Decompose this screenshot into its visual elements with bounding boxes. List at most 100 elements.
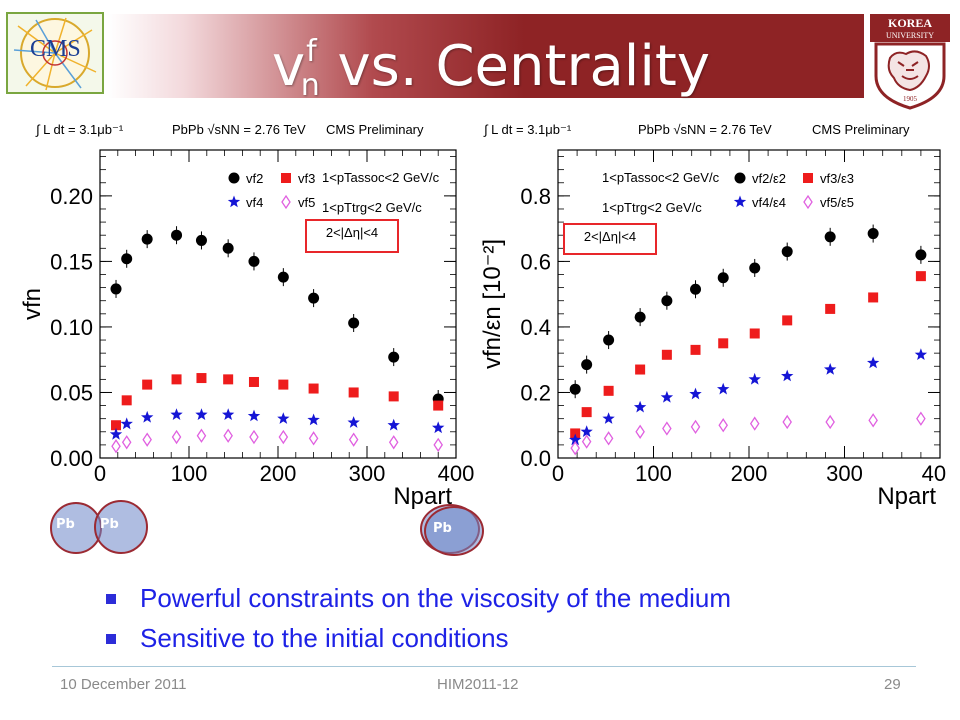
data-point: [308, 383, 319, 394]
y-tick-label: 0.10: [50, 315, 93, 340]
bullet-item: Sensitive to the initial conditions: [100, 618, 900, 658]
data-point: [109, 427, 123, 440]
eta-gap-box: [563, 223, 657, 255]
legend-marker: [803, 173, 813, 183]
data-point: [141, 410, 154, 423]
data-point: [171, 429, 182, 445]
data-point: [690, 344, 701, 355]
data-point: [749, 328, 760, 339]
x-tick-label: 400: [438, 461, 474, 486]
pb-label-middle: Pb: [100, 517, 119, 532]
y-tick-label: 0.15: [50, 249, 93, 274]
bullet-item: Powerful constraints on the viscosity of…: [100, 578, 900, 618]
data-point: [717, 272, 729, 284]
data-point: [223, 428, 233, 443]
series-circle: [110, 226, 444, 409]
series-diamond: [570, 411, 926, 456]
data-point: [171, 229, 183, 241]
legend-marker: [733, 195, 747, 208]
central-nucleus-b: [424, 506, 484, 556]
data-point: [247, 409, 261, 422]
plot-frame: [557, 149, 941, 459]
eta-gap-label: 2<|Δη|<4: [326, 225, 378, 240]
legend-label: vf4: [246, 195, 263, 210]
x-tick-label: 0: [94, 461, 106, 486]
data-point: [570, 428, 581, 439]
legend-marker: [281, 173, 291, 183]
series-square: [111, 373, 444, 431]
svg-text:1905: 1905: [903, 95, 918, 103]
data-point: [603, 385, 614, 396]
data-point: [387, 418, 400, 431]
series-star: [109, 408, 445, 440]
data-point: [581, 407, 592, 418]
legend-label: vf5: [298, 195, 315, 210]
data-point: [249, 429, 259, 445]
data-point: [195, 234, 207, 246]
data-point: [196, 373, 207, 384]
legend-label: vf2/ε2: [752, 171, 786, 186]
footer-divider: [52, 666, 916, 667]
data-point: [916, 411, 926, 426]
y-tick-label: 0.05: [50, 380, 93, 405]
pb-label-right: Pb: [433, 521, 452, 536]
x-tick-label: 300: [826, 461, 863, 486]
data-point: [388, 351, 400, 363]
collision-system-label: PbPb √sNN = 2.76 TeV: [638, 122, 772, 137]
data-point: [748, 372, 761, 385]
data-point: [308, 292, 320, 304]
data-point: [633, 400, 647, 413]
data-point: [825, 414, 835, 430]
cut-trigger-label: 1<pTtrg<2 GeV/c: [322, 200, 422, 215]
data-point: [867, 356, 880, 369]
data-point: [121, 395, 132, 406]
data-point: [634, 311, 646, 323]
data-point: [110, 283, 122, 295]
data-point: [170, 408, 183, 420]
data-point: [142, 379, 153, 390]
y-tick-label: 0.00: [50, 446, 93, 471]
vn-vs-npart-plot: ∫ L dt = 3.1μb⁻¹ PbPb √sNN = 2.76 TeV CMS …: [22, 122, 474, 510]
cut-assoc-label: 1<pTassoc<2 GeV/c: [322, 170, 440, 185]
slide-title: vfn vs. Centrality: [272, 34, 710, 103]
data-point: [915, 271, 926, 282]
footer-conference: HIM2011-12: [437, 676, 519, 693]
data-point: [432, 421, 445, 434]
pb-label-left: Pb: [56, 517, 75, 532]
data-point: [690, 283, 702, 295]
data-point: [121, 435, 132, 450]
lumi-label: ∫ L dt = 3.1μb⁻¹: [35, 122, 124, 137]
cms-logo: CMS: [6, 12, 104, 94]
data-point: [121, 253, 133, 265]
data-point: [277, 412, 290, 424]
x-tick-label: 200: [731, 461, 768, 486]
legend-label: vf3: [298, 171, 315, 186]
data-point: [603, 431, 614, 446]
cut-trigger-label: 1<pTtrg<2 GeV/c: [602, 200, 702, 215]
data-point: [635, 424, 645, 439]
korea-university-logo: KOREA UNIVERSITY 1905: [870, 14, 950, 110]
data-point: [278, 379, 289, 390]
legend-marker: [803, 194, 813, 210]
data-point: [660, 390, 674, 403]
legend-marker: [227, 195, 241, 208]
y-axis-label: vfn: [22, 288, 46, 320]
y-tick-label: 0.8: [520, 184, 551, 209]
y-tick-label: 0.2: [520, 380, 551, 405]
experiment-label: CMS Preliminary: [326, 122, 424, 137]
x-tick-label: 100: [171, 461, 208, 486]
data-point: [603, 334, 615, 346]
data-point: [248, 255, 260, 267]
data-point: [868, 292, 879, 303]
data-point: [195, 408, 208, 420]
data-point: [388, 435, 399, 450]
footer-date: 10 December 2011: [60, 676, 187, 693]
bullet-text: Powerful constraints on the viscosity of…: [140, 583, 732, 613]
data-point: [689, 387, 702, 400]
legend-marker: [734, 172, 746, 184]
data-point: [120, 417, 133, 430]
bullet-square-icon: [106, 594, 116, 604]
bullet-list: Powerful constraints on the viscosity of…: [100, 578, 900, 658]
x-tick-label: 0: [552, 461, 564, 486]
bullet-text: Sensitive to the initial conditions: [140, 623, 509, 653]
